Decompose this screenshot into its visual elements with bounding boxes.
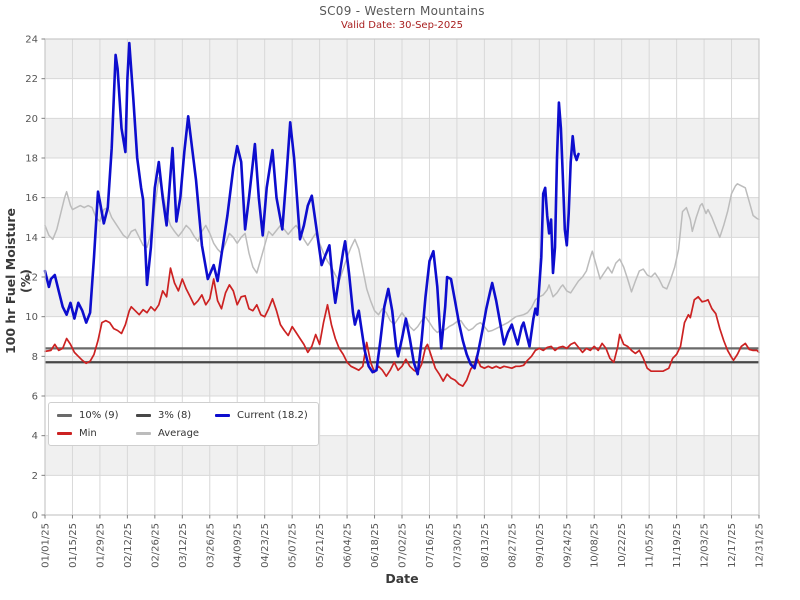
svg-text:04/09/25: 04/09/25 [233, 523, 244, 568]
current-line-swatch [215, 414, 230, 417]
svg-text:09/24/25: 09/24/25 [562, 523, 573, 568]
svg-text:2: 2 [32, 471, 38, 482]
average-line-swatch [136, 432, 151, 435]
svg-text:11/05/25: 11/05/25 [645, 523, 656, 568]
svg-text:05/21/25: 05/21/25 [315, 523, 326, 568]
svg-text:08/13/25: 08/13/25 [480, 523, 491, 568]
legend-item-average: Average [136, 428, 215, 439]
svg-text:6: 6 [32, 392, 38, 403]
y-axis-title: 100 hr Fuel Moisture (%) [3, 207, 33, 355]
svg-text:11/19/25: 11/19/25 [672, 523, 683, 568]
svg-text:06/18/25: 06/18/25 [370, 523, 381, 568]
svg-text:10/22/25: 10/22/25 [617, 523, 628, 568]
legend-item-3pct: 3% (8) [136, 410, 215, 421]
svg-text:22: 22 [25, 74, 38, 85]
svg-text:07/30/25: 07/30/25 [452, 523, 463, 568]
legend-label-average: Average [158, 428, 200, 439]
svg-text:8: 8 [32, 352, 38, 363]
svg-text:03/26/25: 03/26/25 [205, 523, 216, 568]
svg-text:14: 14 [25, 233, 38, 244]
x-tick-labels: 01/01/25 01/15/25 01/29/25 02/12/25 02/26/25… [41, 515, 766, 568]
svg-text:12/31/25: 12/31/25 [755, 523, 766, 568]
legend-label-10pct: 10% (9) [79, 410, 119, 421]
svg-text:18: 18 [25, 154, 38, 165]
series-current-18-2-line [43, 41, 580, 376]
svg-text:12/03/25: 12/03/25 [700, 523, 711, 568]
10pct-line-swatch [57, 414, 72, 417]
legend-label-min: Min [79, 428, 97, 439]
svg-text:02/12/25: 02/12/25 [123, 523, 134, 568]
legend-label-3pct: 3% (8) [158, 410, 192, 421]
svg-text:12/17/25: 12/17/25 [727, 523, 738, 568]
x-axis-title: Date [385, 571, 419, 586]
svg-text:04/23/25: 04/23/25 [260, 523, 271, 568]
3pct-line-swatch [136, 414, 151, 417]
svg-text:02/26/25: 02/26/25 [150, 523, 161, 568]
svg-text:10: 10 [25, 312, 38, 323]
svg-text:01/01/25: 01/01/25 [41, 523, 52, 568]
svg-text:01/29/25: 01/29/25 [95, 523, 106, 568]
legend: 10% (9) 3% (8) Current (18.2) Min Averag… [48, 402, 319, 446]
svg-text:05/07/25: 05/07/25 [288, 523, 299, 568]
svg-text:16: 16 [25, 193, 38, 204]
min-line-swatch [57, 432, 72, 435]
svg-text:01/15/25: 01/15/25 [68, 523, 79, 568]
chart-valid-date: Valid Date: 30-Sep-2025 [341, 20, 463, 31]
legend-item-min: Min [57, 428, 136, 439]
svg-text:06/04/25: 06/04/25 [343, 523, 354, 568]
svg-text:4: 4 [32, 431, 38, 442]
svg-text:07/16/25: 07/16/25 [425, 523, 436, 568]
svg-text:24: 24 [25, 35, 38, 46]
svg-text:12: 12 [25, 273, 38, 284]
series-min-line [44, 267, 760, 387]
svg-text:09/10/25: 09/10/25 [535, 523, 546, 568]
svg-text:07/02/25: 07/02/25 [398, 523, 409, 568]
svg-text:20: 20 [25, 114, 38, 125]
svg-text:08/27/25: 08/27/25 [507, 523, 518, 568]
svg-text:0: 0 [32, 511, 38, 522]
legend-label-current: Current (18.2) [237, 410, 308, 421]
chart-title: SC09 - Western Mountains [319, 4, 485, 18]
svg-text:03/12/25: 03/12/25 [178, 523, 189, 568]
legend-item-10pct: 10% (9) [57, 410, 136, 421]
svg-text:10/08/25: 10/08/25 [590, 523, 601, 568]
legend-item-current: Current (18.2) [215, 410, 308, 421]
